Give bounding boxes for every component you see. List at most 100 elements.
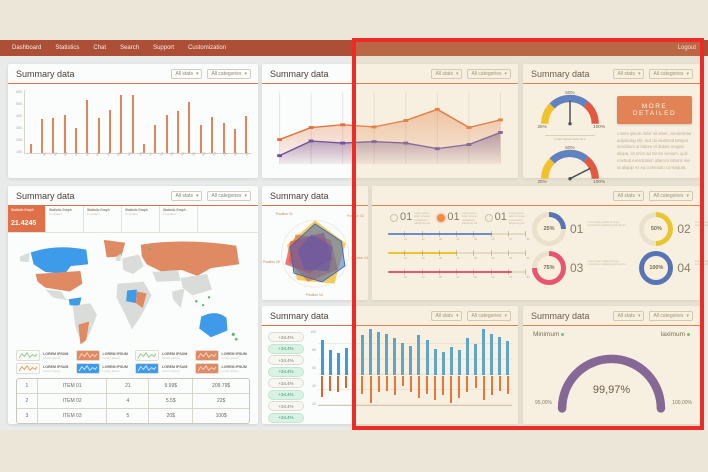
step-circle-icon xyxy=(390,214,398,222)
map-tab[interactable]: Statistic Graph In system xyxy=(46,206,84,232)
stats-select[interactable]: All stats ▾ xyxy=(431,69,463,79)
bar-down xyxy=(442,375,445,396)
bar-down xyxy=(377,375,380,393)
bar-down xyxy=(401,375,404,387)
stats-select[interactable]: All stats ▾ xyxy=(431,311,463,321)
table-cell: 21 xyxy=(107,379,150,393)
slider-track[interactable] xyxy=(388,231,526,237)
radar-label: Position 02 xyxy=(347,214,364,218)
bar xyxy=(233,129,236,153)
dual-bar-column xyxy=(352,330,356,405)
bar-up xyxy=(433,348,437,375)
y-tick: 200 xyxy=(16,138,22,142)
slider-row: 10 20 30 40 50 60 70 80 xyxy=(388,248,530,267)
table-row: 2 ITEM 02 4 5.5$ 22$ xyxy=(17,394,249,409)
step-item[interactable]: 01 Lorem ipsum dolor sit amet, consectetu… xyxy=(484,212,528,225)
nav-item-support[interactable]: Support xyxy=(153,45,175,51)
categories-select[interactable]: All categories ▾ xyxy=(467,69,511,79)
dual-bar-column xyxy=(465,330,469,405)
categories-select[interactable]: All categories ▾ xyxy=(649,69,693,79)
bar-down xyxy=(450,375,453,403)
stats-select[interactable]: All stats ▾ xyxy=(613,191,645,201)
stats-select[interactable]: All stats ▾ xyxy=(613,311,645,321)
bar-up xyxy=(425,339,429,375)
donut-grid: 25% 01 Lorem ipsum dolor sit amet, consec… xyxy=(528,210,708,286)
percent-badge: +34.4% xyxy=(268,332,304,342)
slider-tick-label: 20 xyxy=(421,275,425,279)
percent-badge: +34.4% xyxy=(268,401,304,411)
sparkline-widget: LOREM IPSUM Lorem ipsum xyxy=(16,363,72,374)
nav-item-customization[interactable]: Customization xyxy=(188,45,227,51)
dual-bar-column xyxy=(433,330,437,405)
slider-tick-label: 70 xyxy=(508,237,513,241)
y-tick: 40 xyxy=(312,384,316,388)
map-tab[interactable]: Statistic Graph In system xyxy=(84,206,122,232)
nav-item-chat[interactable]: Chat xyxy=(93,45,107,51)
slider-tick-label: 80 xyxy=(526,256,530,260)
bar xyxy=(199,125,202,153)
radar-label: Position 04 xyxy=(306,293,323,297)
percent-badges: +34.4% +34.4% +34.4% +34.4% +34.4% +34.4% +34.… xyxy=(268,330,304,423)
dual-bar-column xyxy=(344,330,348,405)
panel-world-map: Summary data All stats ▾ All categories ▾ … xyxy=(8,186,258,424)
bar-down xyxy=(385,375,388,391)
svg-text:50%: 50% xyxy=(565,145,575,151)
slider-tick xyxy=(421,269,423,275)
bar-up xyxy=(393,338,397,375)
dual-bar-column xyxy=(377,330,381,405)
bar xyxy=(29,143,32,153)
slider-tick xyxy=(456,250,457,256)
slider-tick-label: 80 xyxy=(526,275,530,279)
slider-tick-label: 50 xyxy=(473,237,478,241)
stats-select[interactable]: All stats ▾ xyxy=(171,69,203,79)
bar-down xyxy=(474,375,477,388)
nav-item-dashboard[interactable]: Dashboard xyxy=(12,45,42,51)
stats-select[interactable]: All stats ▾ xyxy=(613,69,645,79)
nav-item-logout[interactable]: Logout xyxy=(677,45,696,51)
bar-up xyxy=(474,344,478,375)
categories-select[interactable]: All categories ▾ xyxy=(649,311,693,321)
table-cell: 5 xyxy=(107,409,150,423)
dual-bar-column xyxy=(385,330,389,405)
stats-select[interactable]: All stats ▾ xyxy=(171,191,203,201)
svg-text:25%: 25% xyxy=(537,179,547,185)
sparkline-icon xyxy=(135,350,159,361)
categories-select[interactable]: All categories ▾ xyxy=(649,191,693,201)
world-map-svg xyxy=(20,239,240,346)
slider-tick-label: 30 xyxy=(438,256,443,260)
slider-tick-label: 30 xyxy=(438,275,443,279)
slider-tick-label: 20 xyxy=(421,256,425,260)
y-tick: 100 xyxy=(16,150,22,154)
categories-select[interactable]: All categories ▾ xyxy=(467,311,511,321)
categories-select[interactable]: All categories ▾ xyxy=(207,191,251,201)
map-tab[interactable]: Statistic Graph In system xyxy=(160,206,198,232)
more-detailed-button[interactable]: MORE DETAILED xyxy=(617,96,692,124)
bar-up xyxy=(385,333,389,375)
panel-title: Summary data xyxy=(270,69,329,79)
donut-ring: 50% xyxy=(639,211,674,246)
panel-bar-chart: Summary data All stats ▾ All categories ▾ … xyxy=(8,64,258,178)
nav-item-search[interactable]: Search xyxy=(120,45,140,51)
map-tab[interactable]: Statistic Graph 21.4245 xyxy=(8,206,46,232)
slider-track[interactable] xyxy=(388,269,526,275)
bar-up xyxy=(498,336,502,375)
nav-item-statistics[interactable]: Statistics xyxy=(55,45,80,51)
step-item[interactable]: 01 Lorem ipsum dolor sit amet, consectetu… xyxy=(390,212,433,225)
bar xyxy=(97,117,100,153)
categories-select[interactable]: All categories ▾ xyxy=(207,69,251,79)
bar-up xyxy=(369,329,372,375)
slider-tick xyxy=(456,231,457,237)
bar xyxy=(131,95,134,153)
table-cell: 22$ xyxy=(216,398,226,404)
panel-title: Summary data xyxy=(531,311,590,321)
radar-label: Position 05 xyxy=(263,260,280,264)
chevron-down-icon: ▾ xyxy=(195,71,199,77)
y-tick: 100 xyxy=(310,330,316,334)
map-tab[interactable]: Statistic Graph In system xyxy=(122,206,160,232)
step-item[interactable]: 01 Lorem ipsum dolor sit amet, consectetu… xyxy=(437,212,480,225)
panel-radar: Summary data Position 01 Position 02 Pos… xyxy=(262,186,368,300)
nav-bar: Dashboard Statistics Chat Search Support Cust… xyxy=(0,40,708,56)
slider-track[interactable] xyxy=(388,250,526,256)
step-circle-icon xyxy=(484,214,493,222)
dual-bar-column xyxy=(401,330,405,405)
